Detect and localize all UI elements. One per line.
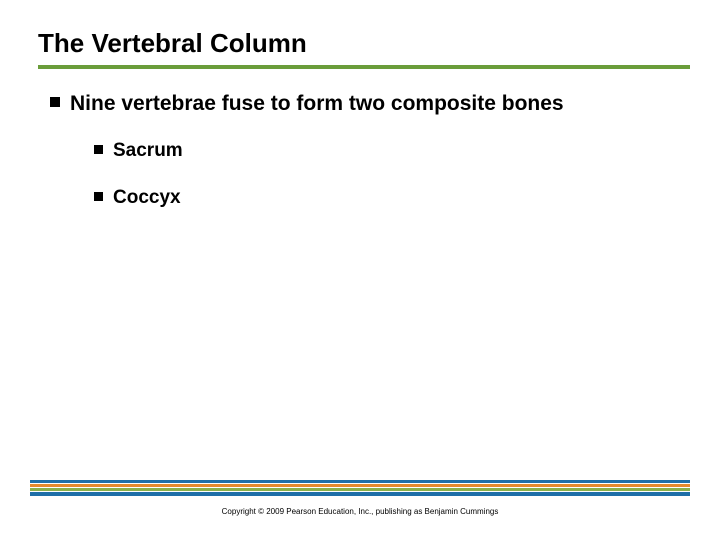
title-underline [38, 65, 690, 69]
bullet-text: Coccyx [113, 186, 181, 211]
bullet-level-1: Nine vertebrae fuse to form two composit… [50, 90, 670, 117]
slide-title: The Vertebral Column [38, 28, 690, 65]
copyright-text: Copyright © 2009 Pearson Education, Inc.… [0, 507, 720, 516]
square-bullet-icon [94, 145, 103, 154]
square-bullet-icon [94, 192, 103, 201]
bottom-band [30, 492, 690, 496]
bullet-level-2: Sacrum [94, 139, 670, 164]
bullet-text: Nine vertebrae fuse to form two composit… [70, 90, 564, 117]
title-block: The Vertebral Column [38, 28, 690, 69]
square-bullet-icon [50, 97, 60, 107]
footer-stripes [30, 480, 690, 496]
bullet-text: Sacrum [113, 139, 183, 164]
slide: The Vertebral Column Nine vertebrae fuse… [0, 0, 720, 540]
bullet-level-2: Coccyx [94, 186, 670, 211]
content-area: Nine vertebrae fuse to form two composit… [50, 90, 670, 233]
